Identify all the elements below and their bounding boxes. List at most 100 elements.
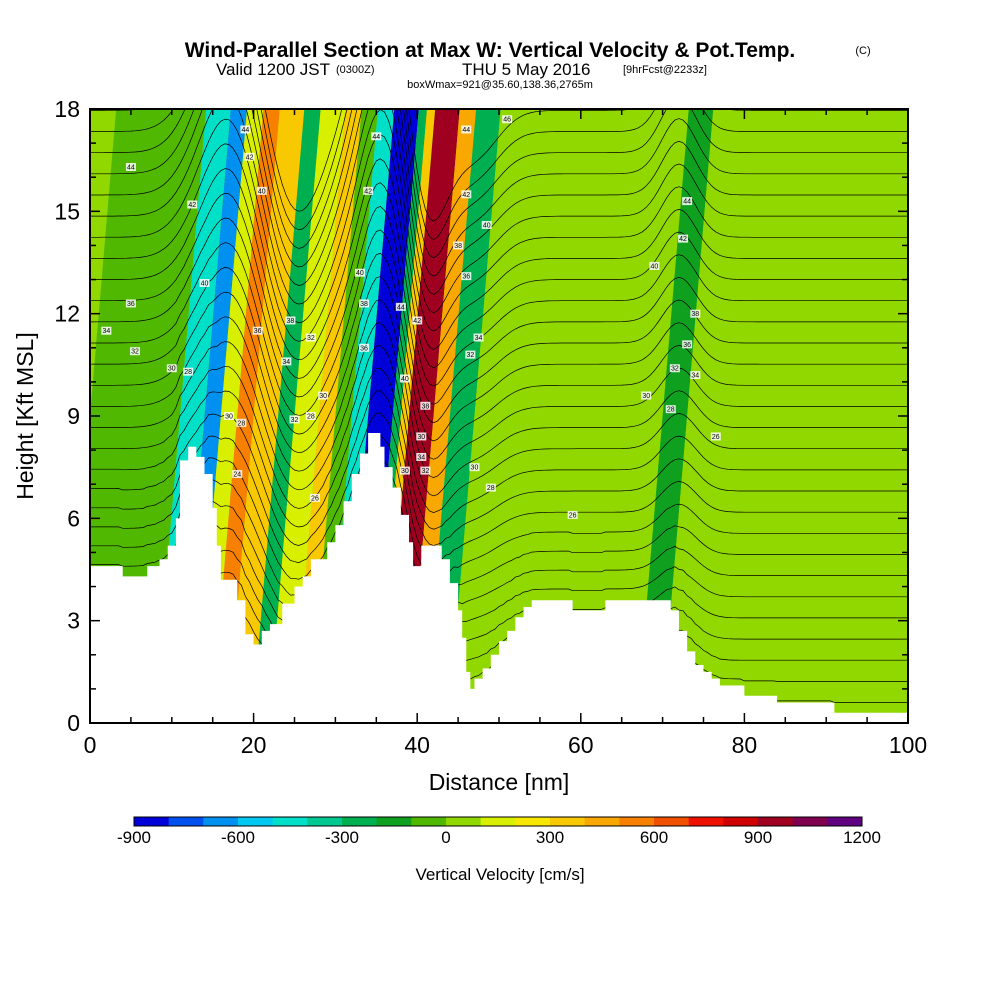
x-tick-labels: 0 20 40 60 80 100 <box>84 732 928 758</box>
contour-label-27: 44 <box>397 304 405 311</box>
theta-contour-labels: 44 36 34 32 30 28 42 40 44 42 40 38 36 34 32 30 28 32 30 28… <box>101 115 721 519</box>
colorbar-swatch <box>723 817 759 826</box>
contour-label-bg <box>359 343 370 352</box>
colorbar-label: 300 <box>536 828 564 847</box>
contour-label-bg <box>399 374 410 383</box>
colorbar-swatch <box>584 817 620 826</box>
contour-label-36: 46 <box>503 117 511 124</box>
contour-label-13: 34 <box>282 359 290 366</box>
colorbar-swatch <box>827 817 863 826</box>
contour-label-23: 42 <box>364 188 372 195</box>
contour-label-bg <box>641 391 652 400</box>
contour-label-30: 38 <box>421 403 429 410</box>
x-tick-label: 80 <box>732 732 758 758</box>
colorbar <box>133 816 863 827</box>
theta-contour-9 <box>90 412 908 564</box>
colorbar-swatch <box>446 817 482 826</box>
colorbar-swatch <box>688 817 724 826</box>
contour-label-bg <box>318 391 329 400</box>
y-tick-label: 3 <box>67 608 80 634</box>
colorbar-label: 900 <box>744 828 772 847</box>
contour-label-29: 40 <box>401 376 409 383</box>
contour-label-26: 36 <box>360 345 368 352</box>
colorbar-swatch <box>272 817 308 826</box>
contour-label-0: 44 <box>127 164 135 171</box>
contour-label-19: 28 <box>237 420 245 427</box>
contour-label-bg <box>395 302 406 311</box>
contour-label-bg <box>420 466 431 475</box>
theta-contour-12 <box>90 345 908 513</box>
contour-label-31: 30 <box>417 434 425 441</box>
contour-label-22: 44 <box>372 134 380 141</box>
colorbar-swatch <box>168 817 204 826</box>
contour-label-bg <box>187 200 198 209</box>
vv-band-17 <box>448 109 542 723</box>
contour-label-bg <box>125 299 136 308</box>
vv-band-20 <box>660 109 908 723</box>
colorbar-label: 600 <box>640 828 668 847</box>
contour-label-bg <box>125 162 136 171</box>
contour-label-bg <box>461 272 472 281</box>
colorbar-label: 0 <box>441 828 450 847</box>
contour-label-bg <box>461 190 472 199</box>
x-tick-label: 20 <box>241 732 267 758</box>
theta-contour-8 <box>90 434 908 580</box>
colorbar-label: 1200 <box>843 828 881 847</box>
contour-label-55: 26 <box>712 434 720 441</box>
contour-label-bg <box>682 340 693 349</box>
vv-band-6 <box>251 109 321 723</box>
contour-label-6: 42 <box>188 202 196 209</box>
contour-label-25: 38 <box>360 301 368 308</box>
contour-label-43: 30 <box>471 465 479 472</box>
contour-label-15: 30 <box>319 393 327 400</box>
x-tick-label: 40 <box>404 732 430 758</box>
contour-label-bg <box>305 333 316 342</box>
contour-label-bg <box>244 152 255 161</box>
forecast-label: [9hrFcst@2233z] <box>623 64 707 76</box>
contour-label-35: 44 <box>462 127 470 134</box>
colorbar-swatch <box>307 817 343 826</box>
y-tick-labels: 0 3 6 9 12 15 18 <box>54 96 80 736</box>
contour-label-bg <box>183 367 194 376</box>
contour-label-bg <box>690 371 701 380</box>
theta-contour-16 <box>90 252 908 442</box>
theta-contour-25 <box>90 109 908 277</box>
contour-label-bg <box>305 412 316 420</box>
valid-time-label: Valid 1200 JST <box>216 60 330 79</box>
contour-label-45: 26 <box>569 512 577 519</box>
contour-label-48: 40 <box>651 263 659 270</box>
contour-label-bg <box>567 510 578 519</box>
theta-contour-21 <box>90 134 908 350</box>
contour-label-bg <box>416 452 427 461</box>
x-tick-label: 100 <box>889 732 927 758</box>
contour-label-40: 36 <box>462 274 470 281</box>
theta-contour-18 <box>90 205 908 405</box>
vv-band-8 <box>292 109 362 723</box>
contour-label-bg <box>690 309 701 318</box>
theta-contour-26 <box>90 109 908 259</box>
contour-label-10: 40 <box>258 188 266 195</box>
contour-label-33: 32 <box>421 468 429 475</box>
contour-label-51: 32 <box>671 366 679 373</box>
contour-label-46: 44 <box>683 199 691 206</box>
colorbar-swatch <box>654 817 690 826</box>
contour-label-bg <box>649 261 660 270</box>
contour-label-bg <box>256 186 267 195</box>
y-axis-label: Height [Kft MSL] <box>12 332 38 499</box>
theta-contour-4 <box>90 521 908 645</box>
contour-label-bg <box>309 493 320 502</box>
x-axis-label: Distance [nm] <box>429 769 570 795</box>
theta-contour-6 <box>90 478 908 613</box>
contour-label-12: 36 <box>254 328 262 335</box>
contour-label-bg <box>465 350 476 359</box>
y-tick-label: 6 <box>67 505 80 531</box>
colorbar-swatch <box>758 817 794 826</box>
contour-label-bg <box>354 268 365 277</box>
contour-label-32: 34 <box>417 454 425 461</box>
plot-area: 44 36 34 32 30 28 42 40 44 42 40 38 36 34 32 30 28 32 30 28… <box>90 109 908 723</box>
contour-label-39: 38 <box>454 243 462 250</box>
contour-label-bg <box>199 278 210 287</box>
contour-label-bg <box>289 415 300 424</box>
theta-contour-14 <box>90 299 908 478</box>
contour-label-bg <box>412 316 423 325</box>
